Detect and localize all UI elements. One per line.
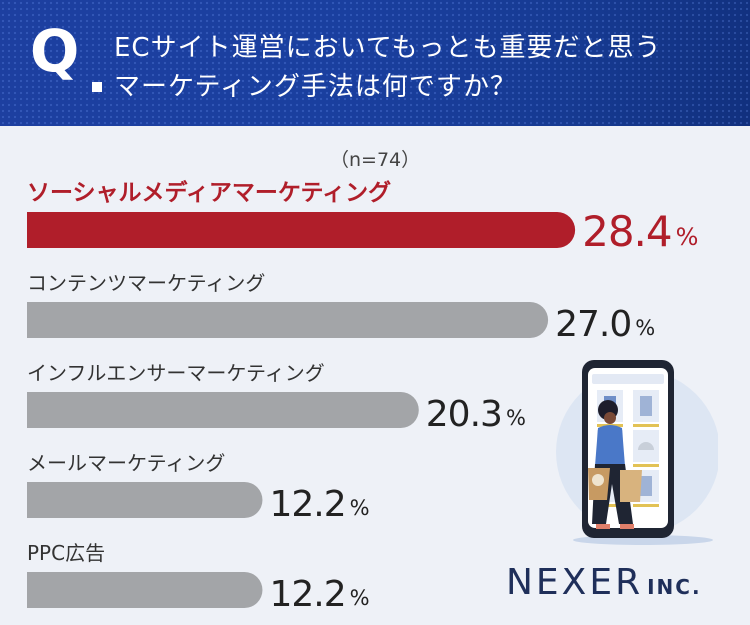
- bar-left-edge: [27, 302, 63, 338]
- value-unit: %: [635, 316, 655, 340]
- bar: [27, 302, 549, 338]
- value-unit: %: [350, 586, 370, 610]
- header-dot-pattern: [0, 0, 750, 126]
- question-header: Q ECサイト運営においてもっとも重要だと思う マーケティング手法は何ですか？: [0, 0, 750, 126]
- bar: [27, 392, 419, 428]
- value-label: 12.2: [269, 574, 345, 615]
- nexer-logo: NEXER INC.: [506, 562, 702, 603]
- bar: [27, 212, 576, 248]
- question-mark-letter: Q: [30, 17, 80, 85]
- brand-name: NEXER: [506, 562, 644, 603]
- bar-left-edge: [27, 392, 63, 428]
- question-mark-dot: [92, 82, 102, 92]
- value-label: 27.0: [555, 304, 631, 345]
- value-label: 28.4: [582, 207, 672, 256]
- category-label: PPC広告: [27, 541, 105, 565]
- category-label: ソーシャルメディアマーケティング: [27, 179, 391, 206]
- shopping-phone-illustration: [556, 360, 718, 545]
- bar-left-edge: [27, 482, 63, 518]
- sample-size-label: （n=74）: [330, 149, 421, 171]
- brand-suffix: INC.: [647, 575, 702, 599]
- category-label: コンテンツマーケティング: [27, 271, 265, 295]
- value-unit: %: [506, 406, 526, 430]
- bar: [27, 572, 263, 608]
- category-label: インフルエンサーマーケティング: [27, 361, 325, 385]
- value-unit: %: [350, 496, 370, 520]
- bar-left-edge: [27, 572, 63, 608]
- question-text-line-2: マーケティング手法は何ですか？: [114, 72, 517, 102]
- value-unit: %: [676, 223, 699, 251]
- question-text-line-1: ECサイト運営においてもっとも重要だと思う: [114, 33, 662, 63]
- bar-left-edge: [27, 212, 63, 248]
- value-label: 20.3: [426, 394, 502, 435]
- value-label: 12.2: [269, 484, 345, 525]
- bar: [27, 482, 263, 518]
- category-label: メールマーケティング: [27, 451, 225, 475]
